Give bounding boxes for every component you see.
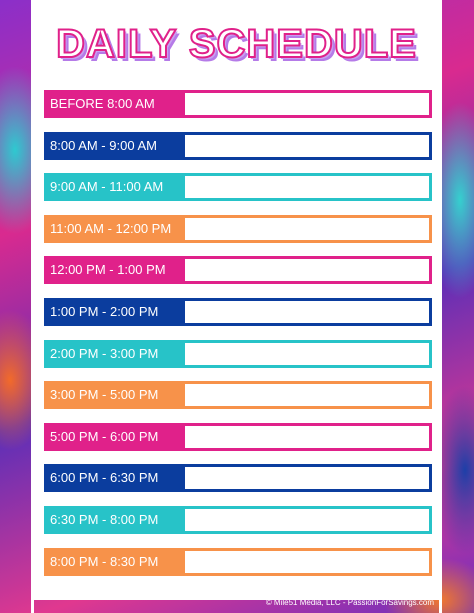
time-label: BEFORE 8:00 AM (47, 93, 185, 115)
time-label: 6:30 PM - 8:00 PM (47, 509, 185, 531)
footer: © Mile51 Media, LLC - PassionForSavings.… (265, 598, 434, 607)
schedule-row: 11:00 AM - 12:00 PM (44, 214, 432, 243)
schedule-row: 8:00 PM - 8:30 PM (44, 547, 432, 576)
schedule-row: 3:00 PM - 5:00 PM (44, 381, 432, 410)
schedule-row: 6:00 PM - 6:30 PM (44, 464, 432, 493)
schedule-row: 8:00 AM - 9:00 AM (44, 131, 432, 160)
time-label: 5:00 PM - 6:00 PM (47, 425, 185, 448)
title: DAILY SCHEDULE (55, 21, 417, 67)
time-label: 1:00 PM - 2:00 PM (47, 301, 185, 323)
schedule-row: 2:00 PM - 3:00 PM (44, 339, 432, 368)
time-label: 8:00 AM - 9:00 AM (47, 134, 185, 157)
time-label: 12:00 PM - 1:00 PM (47, 259, 185, 282)
time-label: 3:00 PM - 5:00 PM (47, 384, 185, 407)
schedule-row: 5:00 PM - 6:00 PM (44, 422, 432, 451)
schedule-row: 9:00 AM - 11:00 AM (44, 173, 432, 202)
time-label: 2:00 PM - 3:00 PM (47, 342, 185, 365)
time-label: 11:00 AM - 12:00 PM (47, 217, 185, 240)
frame (31, 600, 442, 613)
schedule-row: 1:00 PM - 2:00 PM (44, 298, 432, 326)
time-label: 6:00 PM - 6:30 PM (47, 467, 185, 490)
schedule-row: BEFORE 8:00 AM (44, 90, 432, 118)
time-label: 8:00 PM - 8:30 PM (47, 550, 185, 573)
schedule-row: 12:00 PM - 1:00 PM (44, 256, 432, 285)
schedule-row: 6:30 PM - 8:00 PM (44, 506, 432, 534)
time-label: 9:00 AM - 11:00 AM (47, 176, 185, 199)
